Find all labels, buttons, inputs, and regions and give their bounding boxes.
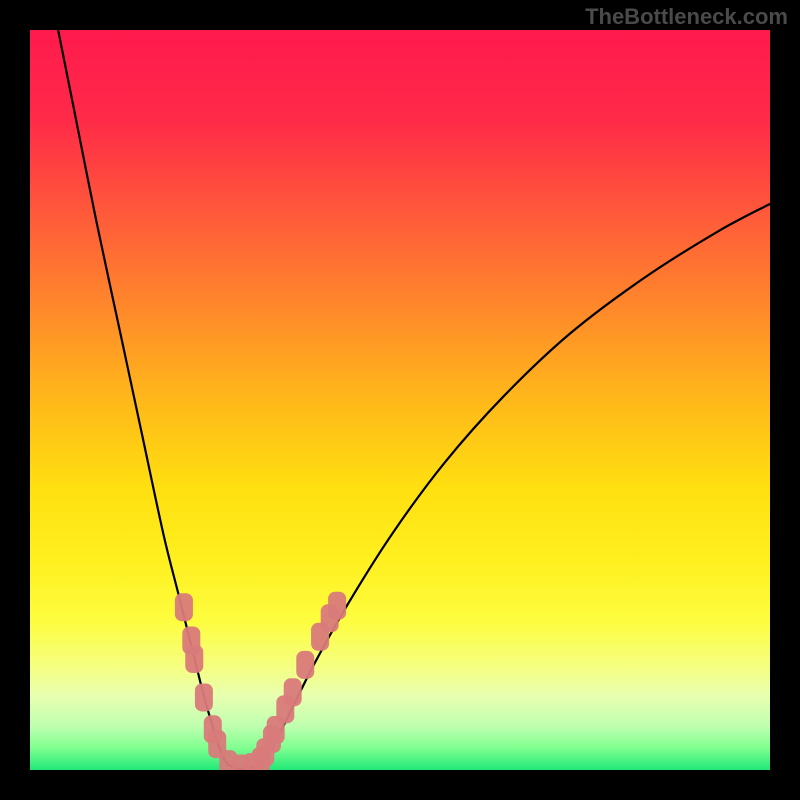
curve-marker <box>296 651 314 679</box>
curve-marker <box>195 683 213 711</box>
bottleneck-curve <box>58 30 770 769</box>
curve-layer <box>30 30 770 770</box>
watermark-text: TheBottleneck.com <box>585 4 788 30</box>
curve-marker <box>328 592 346 620</box>
curve-marker <box>175 593 193 621</box>
curve-marker <box>185 645 203 673</box>
curve-marker <box>284 678 302 706</box>
plot-area <box>30 30 770 770</box>
